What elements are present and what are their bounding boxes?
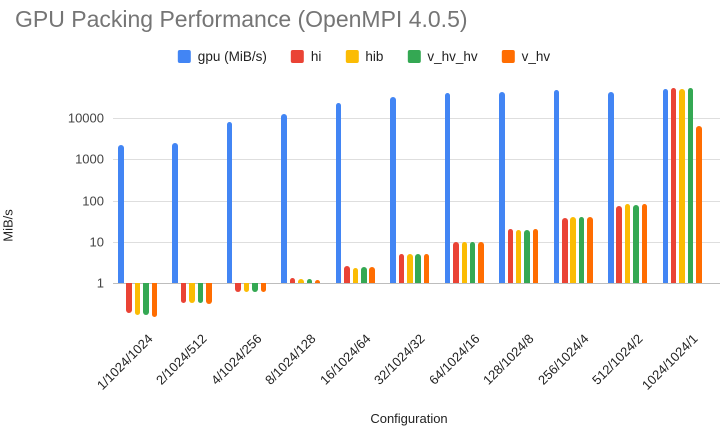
bar-v-hv-2-1024-512[interactable]: [206, 283, 212, 304]
gridline: [113, 241, 720, 243]
x-tick-label: 1/1024/1024: [93, 331, 156, 393]
bar-hib-4-1024-256[interactable]: [243, 283, 250, 293]
bar-hib-16-1024-64[interactable]: [352, 268, 359, 283]
bar-hib-1024-1024-1[interactable]: [679, 88, 685, 283]
bar-v-hv-16-1024-64[interactable]: [369, 266, 375, 283]
y-tick-label: 100: [82, 193, 104, 209]
bar-hi-1-1024-1024[interactable]: [126, 283, 132, 313]
bar-v-hv-256-1024-4[interactable]: [587, 216, 593, 283]
bar-v-hv-hv-128-1024-8[interactable]: [524, 229, 530, 283]
bar-hi-8-1024-128[interactable]: [289, 278, 296, 283]
bar-v-hv-hv-4-1024-256[interactable]: [252, 283, 258, 292]
bar-v-hv-1-1024-1024[interactable]: [151, 283, 158, 317]
bar-gpu-mib-s-16-1024-64[interactable]: [335, 103, 342, 283]
legend-label: hi: [310, 49, 322, 64]
y-tick-label: 1000: [75, 151, 104, 167]
bar-v-hv-4-1024-256[interactable]: [260, 283, 266, 293]
bar-gpu-mib-s-1-1024-1024[interactable]: [118, 145, 124, 283]
bar-gpu-mib-s-256-1024-4[interactable]: [553, 90, 560, 283]
bar-gpu-mib-s-64-1024-16[interactable]: [444, 92, 451, 283]
bar-gpu-mib-s-8-1024-128[interactable]: [281, 114, 287, 283]
bar-hib-8-1024-128[interactable]: [298, 279, 304, 283]
bar-hib-2-1024-512[interactable]: [189, 283, 195, 304]
bar-hi-32-1024-32[interactable]: [398, 253, 405, 283]
bar-hib-32-1024-32[interactable]: [407, 254, 413, 283]
bar-v-hv-hv-1-1024-1024[interactable]: [143, 283, 149, 315]
bar-hib-256-1024-4[interactable]: [570, 216, 576, 283]
legend-swatch-icon: [407, 50, 421, 63]
legend-label: v_hv_hv: [427, 49, 478, 64]
bar-hi-4-1024-256[interactable]: [235, 283, 241, 292]
bar-hib-64-1024-16[interactable]: [461, 242, 467, 283]
bar-v-hv-hv-1024-1024-1[interactable]: [687, 87, 694, 283]
bar-hi-128-1024-8[interactable]: [507, 229, 514, 283]
bar-v-hv-128-1024-8[interactable]: [532, 229, 539, 283]
bar-gpu-mib-s-1024-1024-1[interactable]: [662, 89, 668, 283]
bar-hi-2-1024-512[interactable]: [180, 283, 187, 303]
chart-title: GPU Packing Performance (OpenMPI 4.0.5): [15, 6, 468, 32]
bar-hi-16-1024-64[interactable]: [344, 265, 350, 283]
bar-gpu-mib-s-2-1024-512[interactable]: [172, 143, 178, 283]
bar-v-hv-64-1024-16[interactable]: [478, 241, 484, 283]
bar-v-hv-hv-8-1024-128[interactable]: [306, 279, 313, 283]
legend-swatch-icon: [177, 50, 191, 63]
legend-label: v_hv: [521, 49, 551, 64]
bar-gpu-mib-s-4-1024-256[interactable]: [226, 121, 233, 283]
y-axis-title: MiB/s: [0, 209, 16, 242]
bar-hi-512-1024-2[interactable]: [616, 205, 622, 283]
x-axis-title: Configuration: [370, 411, 448, 426]
y-tick-label: 10000: [67, 110, 104, 126]
bar-v-hv-8-1024-128[interactable]: [314, 279, 321, 283]
bar-v-hv-1024-1024-1[interactable]: [696, 125, 702, 283]
legend-item-hib[interactable]: hib: [345, 49, 383, 64]
legend-swatch-icon: [345, 50, 359, 63]
bar-gpu-mib-s-32-1024-32[interactable]: [390, 97, 396, 283]
bar-v-hv-hv-32-1024-32[interactable]: [415, 254, 421, 283]
bar-v-hv-512-1024-2[interactable]: [641, 204, 648, 283]
bar-gpu-mib-s-128-1024-8[interactable]: [499, 91, 505, 283]
legend-label: hib: [365, 49, 384, 64]
legend-item-hi[interactable]: hi: [290, 49, 322, 64]
bar-v-hv-32-1024-32[interactable]: [423, 253, 430, 283]
bar-v-hv-hv-512-1024-2[interactable]: [633, 205, 639, 283]
legend-swatch-icon: [501, 50, 515, 63]
y-tick-label: 10: [89, 234, 104, 250]
gridline: [113, 200, 720, 202]
baseline-gridline: [113, 283, 720, 284]
bar-v-hv-hv-256-1024-4[interactable]: [578, 217, 585, 283]
y-tick-label: 1: [96, 275, 104, 291]
legend-label: gpu (MiB/s): [197, 49, 267, 64]
bar-hib-512-1024-2[interactable]: [624, 203, 631, 283]
legend-item-gpu-mib-s[interactable]: gpu (MiB/s): [177, 49, 267, 64]
bar-v-hv-hv-64-1024-16[interactable]: [469, 241, 476, 283]
gridline: [113, 118, 720, 120]
legend-item-v-hv[interactable]: v_hv: [501, 49, 551, 64]
legend-swatch-icon: [290, 50, 304, 63]
bar-hib-1-1024-1024[interactable]: [134, 283, 141, 315]
bar-hi-256-1024-4[interactable]: [562, 217, 568, 283]
bar-hi-1024-1024-1[interactable]: [670, 87, 677, 283]
bar-gpu-mib-s-512-1024-2[interactable]: [608, 92, 614, 283]
bar-v-hv-hv-2-1024-512[interactable]: [197, 283, 204, 303]
gridline: [113, 159, 720, 161]
bar-hib-128-1024-8[interactable]: [515, 229, 522, 283]
legend-item-v-hv-hv[interactable]: v_hv_hv: [407, 49, 478, 64]
bar-hi-64-1024-16[interactable]: [453, 241, 459, 283]
bar-v-hv-hv-16-1024-64[interactable]: [361, 267, 367, 283]
chart-legend: gpu (MiB/s) hi hib v_hv_hv v_hv: [177, 49, 551, 64]
